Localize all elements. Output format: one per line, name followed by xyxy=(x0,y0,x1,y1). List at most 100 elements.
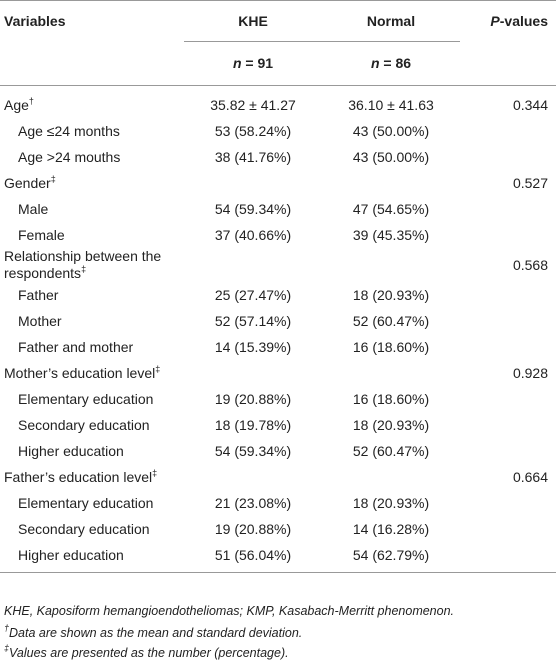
group-row: Gender‡ 0.527 xyxy=(0,170,556,196)
normal-cell: 52 (60.47%) xyxy=(322,438,460,464)
normal-cell: 54 (62.79%) xyxy=(322,542,460,573)
value: 52 (60.47%) xyxy=(352,312,430,329)
normal-cell: 18 (20.93%) xyxy=(322,412,460,438)
value: 43 (50.00%) xyxy=(352,148,430,165)
item-row: Higher education 51 (56.04%) 54 (62.79%) xyxy=(0,542,556,573)
p-cell: 0.568 xyxy=(460,248,556,282)
label-cell: Male xyxy=(0,196,184,222)
normal-cell: 16 (18.60%) xyxy=(322,334,460,360)
khe-cell xyxy=(184,248,322,282)
value: 35.82 ± 41.27 xyxy=(210,96,296,113)
value: 18 (19.78%) xyxy=(214,416,292,433)
p-cell: 0.664 xyxy=(460,464,556,490)
label-cell: Age ≤24 months xyxy=(0,118,184,144)
p-cell: 0.928 xyxy=(460,360,556,386)
superscript: ‡ xyxy=(152,467,158,478)
footnote-text: KHE, Kaposiform hemangioendotheliomas; K… xyxy=(4,604,455,618)
superscript: ‡ xyxy=(155,363,161,374)
item-row: Male 54 (59.34%) 47 (54.65%) xyxy=(0,196,556,222)
footnote: †Data are shown as the mean and standard… xyxy=(4,624,302,641)
khe-cell: 52 (57.14%) xyxy=(184,308,322,334)
label: Relationship between the respondents xyxy=(4,248,162,281)
value: 25 (27.47%) xyxy=(214,286,292,303)
header-cell xyxy=(0,41,184,86)
p-cell xyxy=(460,282,556,308)
normal-cell: 43 (50.00%) xyxy=(322,118,460,144)
value: 0.527 xyxy=(512,174,548,191)
label: Age ≤24 months xyxy=(18,122,120,139)
normal-cell: 18 (20.93%) xyxy=(322,490,460,516)
label: Age >24 mouths xyxy=(18,148,121,165)
header-italic: n xyxy=(232,55,242,71)
p-cell: 0.527 xyxy=(460,170,556,196)
p-cell xyxy=(460,144,556,170)
value: 0.568 xyxy=(512,256,548,273)
superscript: † xyxy=(28,95,34,106)
label: Higher education xyxy=(18,546,124,563)
normal-cell xyxy=(322,170,460,196)
label-cell: Higher education xyxy=(0,438,184,464)
value: 47 (54.65%) xyxy=(352,200,430,217)
group-row: Father’s education level‡ 0.664 xyxy=(0,464,556,490)
label: Father’s education level xyxy=(4,468,153,485)
item-row: Secondary education 18 (19.78%) 18 (20.93%… xyxy=(0,412,556,438)
normal-cell: 36.10 ± 41.63 xyxy=(322,86,460,119)
label-cell: Female xyxy=(0,222,184,248)
superscript: ‡ xyxy=(50,173,56,184)
value: 14 (16.28%) xyxy=(352,520,430,537)
label-cell: Relationship between the respondents‡ xyxy=(0,248,184,282)
khe-cell: 38 (41.76%) xyxy=(184,144,322,170)
khe-cell: 54 (59.34%) xyxy=(184,196,322,222)
normal-cell: 43 (50.00%) xyxy=(322,144,460,170)
header-text: = 91 xyxy=(241,55,274,71)
item-row: Father 25 (27.47%) 18 (20.93%) xyxy=(0,282,556,308)
header-row: Variables KHE Normal P-values xyxy=(0,0,556,42)
value: 54 (59.34%) xyxy=(214,200,292,217)
label-cell: Age† xyxy=(0,86,184,119)
header-text: = 86 xyxy=(379,55,412,71)
normal-cell: 18 (20.93%) xyxy=(322,282,460,308)
khe-cell: 53 (58.24%) xyxy=(184,118,322,144)
item-row: Female 37 (40.66%) 39 (45.35%) xyxy=(0,222,556,248)
group-row: Relationship between the respondents‡ 0.5… xyxy=(0,248,556,282)
khe-cell: 21 (23.08%) xyxy=(184,490,322,516)
khe-cell xyxy=(184,170,322,196)
p-cell: 0.344 xyxy=(460,86,556,119)
label: Father and mother xyxy=(18,338,134,355)
khe-cell: 35.82 ± 41.27 xyxy=(184,86,322,119)
group-row: Age† 35.82 ± 41.27 36.10 ± 41.63 0.344 xyxy=(0,86,556,119)
p-cell xyxy=(460,490,556,516)
label-cell: Father and mother xyxy=(0,334,184,360)
label: Mother’s education level xyxy=(4,364,156,381)
khe-cell: 18 (19.78%) xyxy=(184,412,322,438)
footnote: KHE, Kaposiform hemangioendotheliomas; K… xyxy=(4,604,454,618)
superscript: ‡ xyxy=(81,264,87,274)
value: 18 (20.93%) xyxy=(352,286,430,303)
data-table: Variables KHE Normal P-values n = 91 n =… xyxy=(0,0,556,573)
value: 0.344 xyxy=(512,96,548,113)
label: Female xyxy=(18,226,65,243)
label-cell: Secondary education xyxy=(0,412,184,438)
khe-cell: 25 (27.47%) xyxy=(184,282,322,308)
normal-cell: 16 (18.60%) xyxy=(322,386,460,412)
khe-cell: 14 (15.39%) xyxy=(184,334,322,360)
value: 21 (23.08%) xyxy=(214,494,292,511)
khe-cell: 54 (59.34%) xyxy=(184,438,322,464)
khe-cell xyxy=(184,360,322,386)
normal-cell: 39 (45.35%) xyxy=(322,222,460,248)
value: 37 (40.66%) xyxy=(214,226,292,243)
khe-cell: 51 (56.04%) xyxy=(184,542,322,573)
label: Secondary education xyxy=(18,416,150,433)
value: 14 (15.39%) xyxy=(214,338,292,355)
p-cell xyxy=(460,222,556,248)
header-cell: P-values xyxy=(460,1,556,42)
label: Elementary education xyxy=(18,494,154,511)
label-cell: Secondary education xyxy=(0,516,184,542)
p-cell xyxy=(460,196,556,222)
label-cell: Mother xyxy=(0,308,184,334)
item-row: Elementary education 21 (23.08%) 18 (20.93… xyxy=(0,490,556,516)
p-cell xyxy=(460,118,556,144)
header-cell: KHE xyxy=(184,0,322,42)
value: 54 (62.79%) xyxy=(352,546,430,563)
value: 52 (60.47%) xyxy=(352,442,430,459)
